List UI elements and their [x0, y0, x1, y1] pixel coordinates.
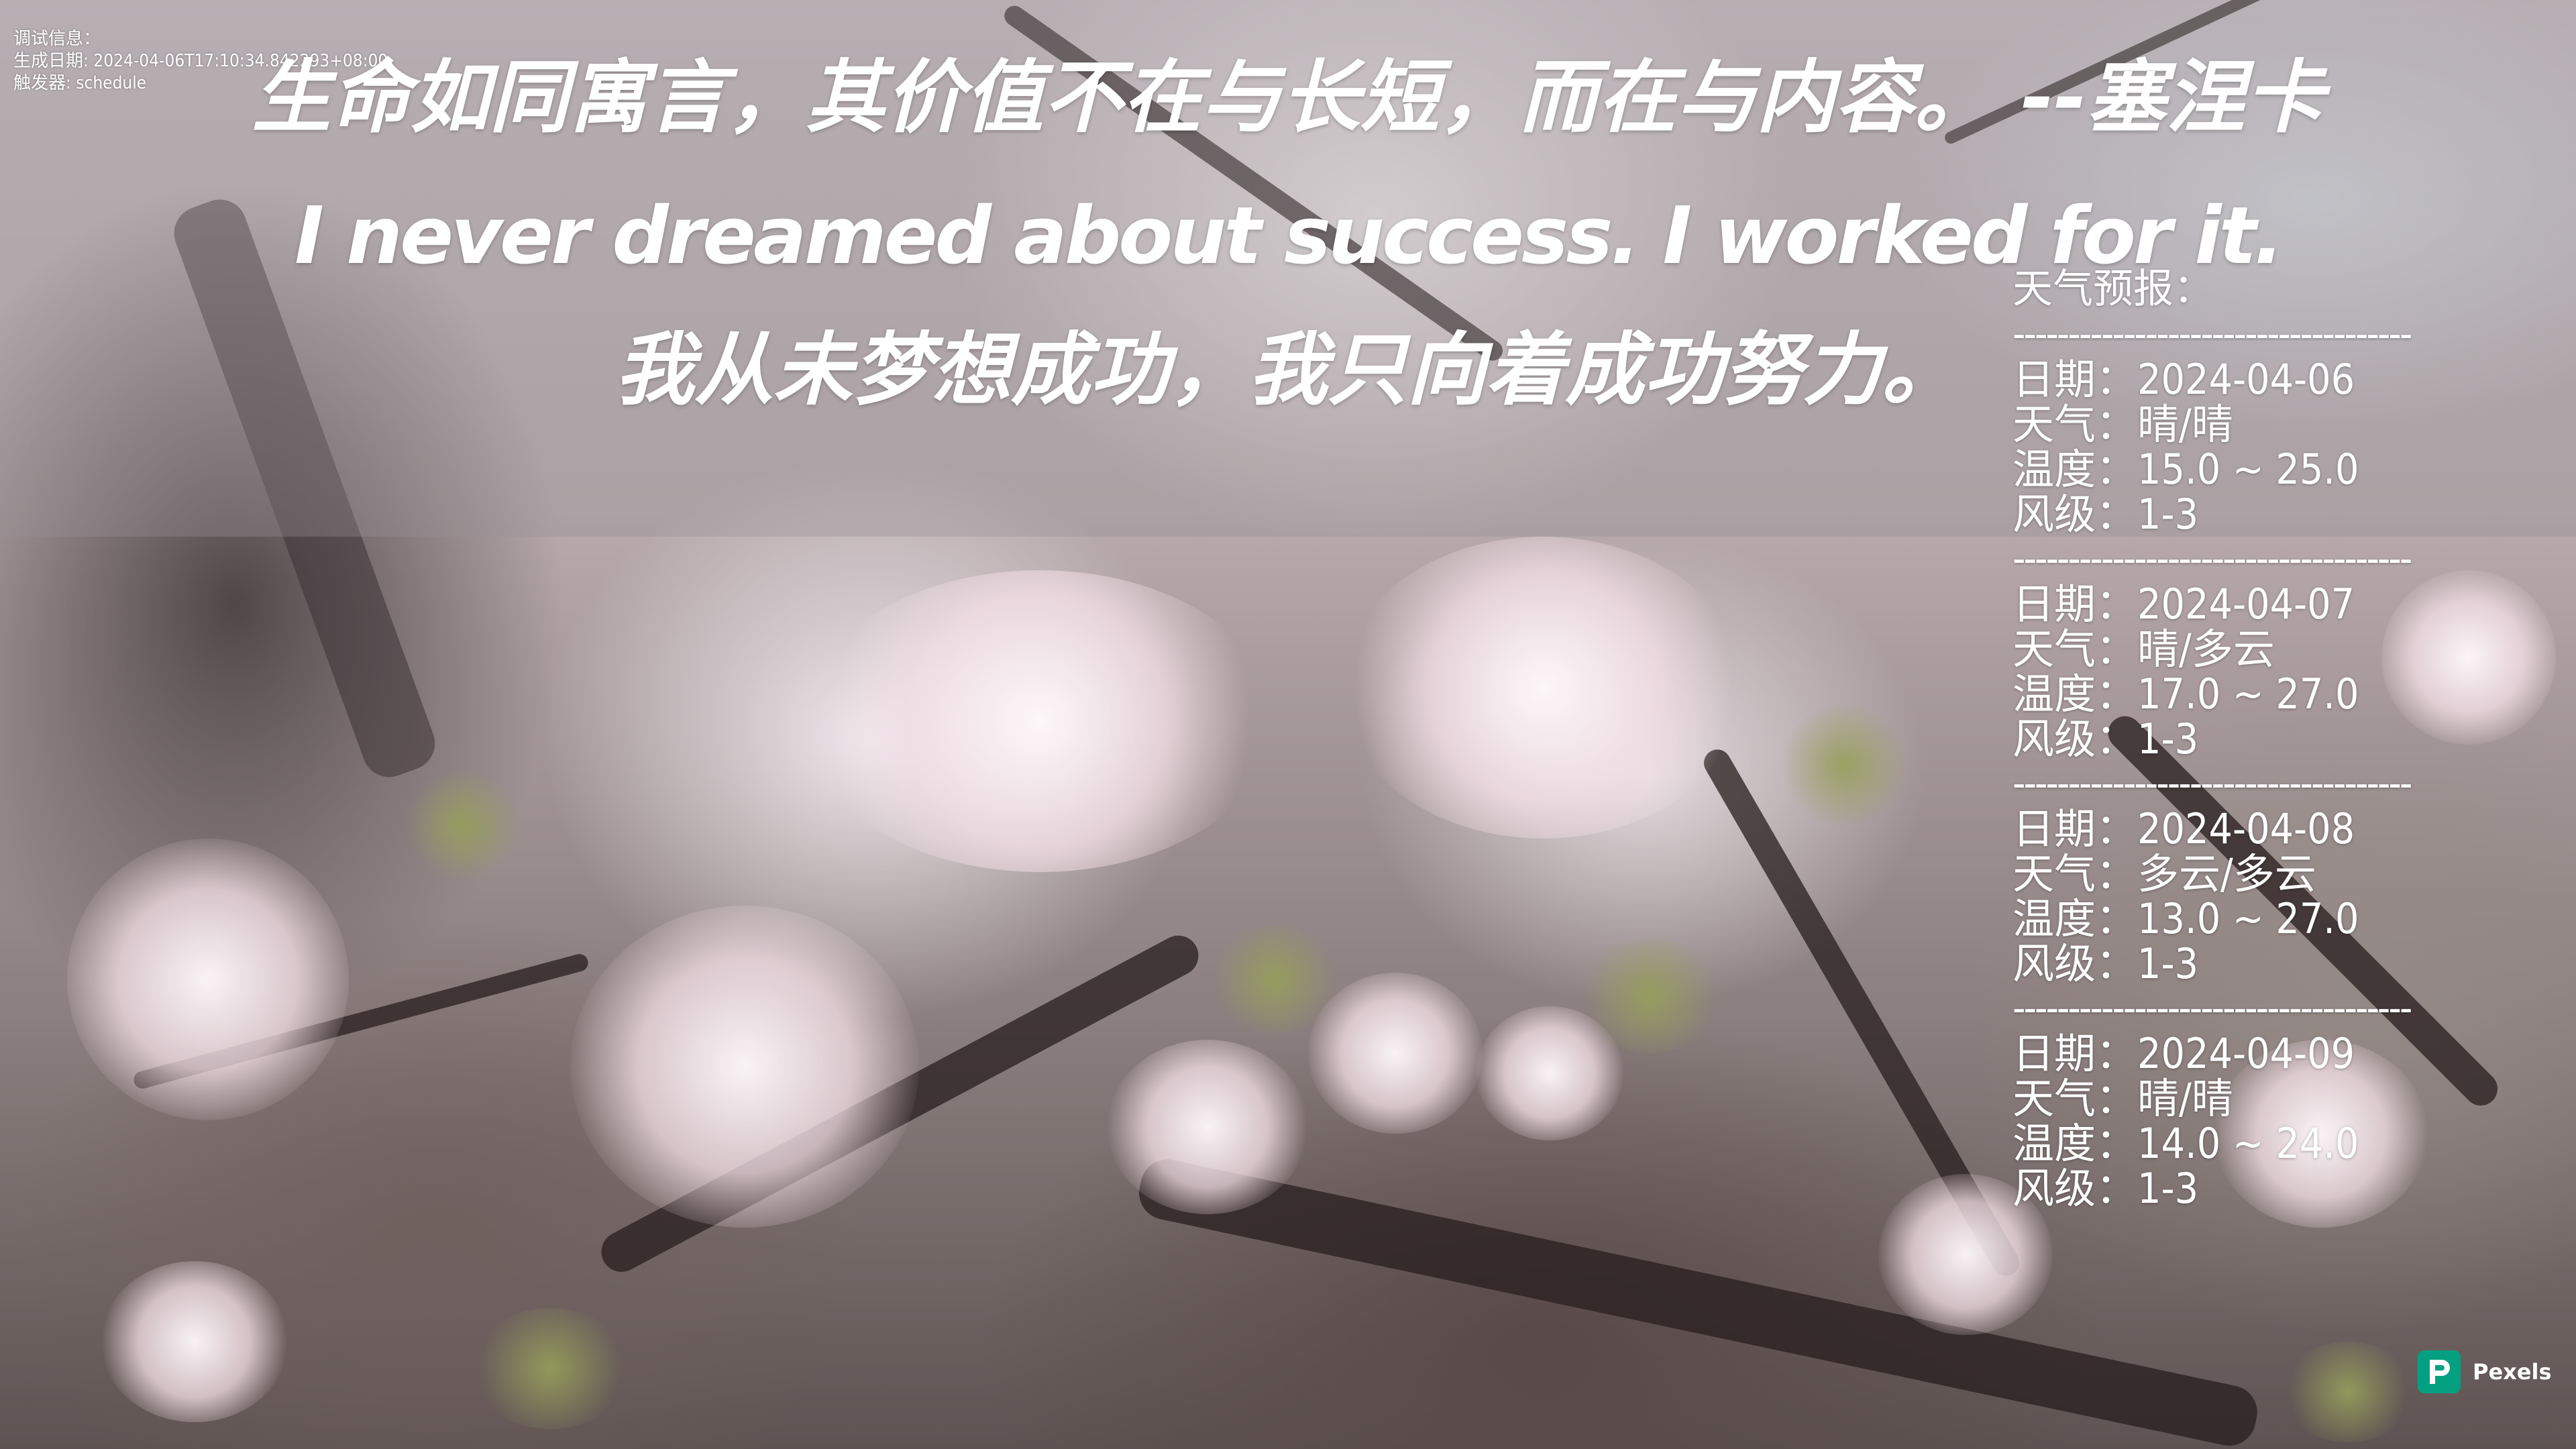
colon: ： [2096, 894, 2138, 943]
weather-title: 天气预报： [2012, 266, 2214, 313]
weather-value: 晴/多云 [2137, 625, 2275, 674]
colon: ： [2096, 669, 2138, 718]
temperature-value: 14.0 ~ 24.0 [2137, 1119, 2359, 1168]
colon: ： [2096, 445, 2138, 494]
temperature-value: 17.0 ~ 27.0 [2137, 669, 2359, 718]
colon: ： [2096, 1074, 2138, 1123]
weather-temperature-row: 温度：14.0 ~ 24.0 [2012, 1121, 2442, 1166]
weather-day: 日期：2024-04-06 天气：晴/晴 温度：15.0 ~ 25.0 风级：1… [2012, 357, 2442, 537]
temperature-label: 温度 [2012, 1119, 2096, 1168]
weather-day: 日期：2024-04-08 天气：多云/多云 温度：13.0 ~ 27.0 风级… [2012, 806, 2442, 986]
weather-separator: ------------------------------------ [2012, 312, 2412, 357]
debug-generated-date: 生成日期: 2024-04-06T17:10:34.842293+08:00 [13, 51, 388, 71]
quote-english-translation: 我从未梦想成功，我只向着成功努力。 [614, 323, 1961, 416]
weather-condition-row: 天气：晴/晴 [2012, 1076, 2442, 1121]
weather-condition-row: 天气：晴/晴 [2012, 402, 2442, 447]
quote-chinese: 生命如同寓言，其价值不在与长短，而在与内容。 --塞涅卡 [252, 51, 2324, 144]
date-label: 日期 [2012, 804, 2096, 853]
colon: ： [2096, 490, 2138, 539]
date-value: 2024-04-07 [2137, 580, 2355, 629]
colon: ： [2096, 849, 2138, 898]
pexels-logo-icon [2418, 1350, 2461, 1393]
weather-temperature-row: 温度：17.0 ~ 27.0 [2012, 672, 2442, 716]
temperature-label: 温度 [2012, 445, 2096, 494]
weather-date-row: 日期：2024-04-08 [2012, 806, 2442, 851]
weather-wind-row: 风级：1-3 [2012, 941, 2442, 986]
weather-wind-row: 风级：1-3 [2012, 716, 2442, 761]
wind-value: 1-3 [2137, 939, 2199, 988]
weather-wind-row: 风级：1-3 [2012, 1166, 2442, 1211]
weather-day: 日期：2024-04-09 天气：晴/晴 温度：14.0 ~ 24.0 风级：1… [2012, 1031, 2442, 1211]
wind-value: 1-3 [2137, 1164, 2199, 1213]
temperature-value: 13.0 ~ 27.0 [2137, 894, 2359, 943]
temperature-value: 15.0 ~ 25.0 [2137, 445, 2359, 494]
colon: ： [2096, 625, 2138, 674]
debug-info: 调试信息： 生成日期: 2024-04-06T17:10:34.842293+0… [13, 28, 388, 95]
wind-value: 1-3 [2137, 490, 2199, 539]
date-value: 2024-04-08 [2137, 804, 2355, 853]
date-value: 2024-04-06 [2137, 355, 2355, 404]
weather-date-row: 日期：2024-04-06 [2012, 357, 2442, 402]
weather-day: 日期：2024-04-07 天气：晴/多云 温度：17.0 ~ 27.0 风级：… [2012, 582, 2442, 761]
weather-date-row: 日期：2024-04-07 [2012, 582, 2442, 627]
debug-title: 调试信息： [13, 29, 101, 49]
date-label: 日期 [2012, 1029, 2096, 1078]
temperature-label: 温度 [2012, 894, 2096, 943]
weather-date-row: 日期：2024-04-09 [2012, 1031, 2442, 1076]
weather-label: 天气 [2012, 1074, 2096, 1123]
wind-label: 风级 [2012, 1164, 2096, 1213]
colon: ： [2096, 1029, 2138, 1078]
pexels-p-glyph [2430, 1360, 2450, 1384]
date-value: 2024-04-09 [2137, 1029, 2355, 1078]
wind-label: 风级 [2012, 490, 2096, 539]
weather-value: 晴/晴 [2137, 1074, 2233, 1123]
colon: ： [2096, 355, 2138, 404]
weather-separator: ------------------------------------ [2012, 761, 2412, 806]
colon: ： [2096, 1164, 2138, 1213]
date-label: 日期 [2012, 580, 2096, 629]
weather-condition-row: 天气：晴/多云 [2012, 627, 2442, 672]
colon: ： [2096, 400, 2138, 449]
pexels-attribution[interactable]: Pexels [2418, 1350, 2552, 1394]
pexels-label: Pexels [2473, 1359, 2552, 1385]
weather-separator: ------------------------------------ [2012, 537, 2412, 582]
weather-forecast: 天气预报： ----------------------------------… [2012, 266, 2442, 1212]
colon: ： [2096, 939, 2138, 988]
colon: ： [2096, 1119, 2138, 1168]
date-label: 日期 [2012, 355, 2096, 404]
colon: ： [2096, 580, 2138, 629]
weather-label: 天气 [2012, 400, 2096, 449]
temperature-label: 温度 [2012, 669, 2096, 718]
wind-value: 1-3 [2137, 714, 2199, 763]
weather-label: 天气 [2012, 625, 2096, 674]
quote-english: I never dreamed about success. I worked … [294, 189, 2284, 282]
weather-temperature-row: 温度：15.0 ~ 25.0 [2012, 447, 2442, 492]
weather-condition-row: 天气：多云/多云 [2012, 851, 2442, 896]
quote-backdrop [0, 0, 2576, 537]
weather-wind-row: 风级：1-3 [2012, 492, 2442, 537]
colon: ： [2096, 804, 2138, 853]
weather-value: 晴/晴 [2137, 400, 2233, 449]
weather-value: 多云/多云 [2137, 849, 2316, 898]
weather-separator: ------------------------------------ [2012, 986, 2412, 1031]
debug-trigger: 触发器: schedule [13, 73, 147, 93]
wind-label: 风级 [2012, 939, 2096, 988]
weather-label: 天气 [2012, 849, 2096, 898]
weather-temperature-row: 温度：13.0 ~ 27.0 [2012, 896, 2442, 941]
wind-label: 风级 [2012, 714, 2096, 763]
colon: ： [2096, 714, 2138, 763]
